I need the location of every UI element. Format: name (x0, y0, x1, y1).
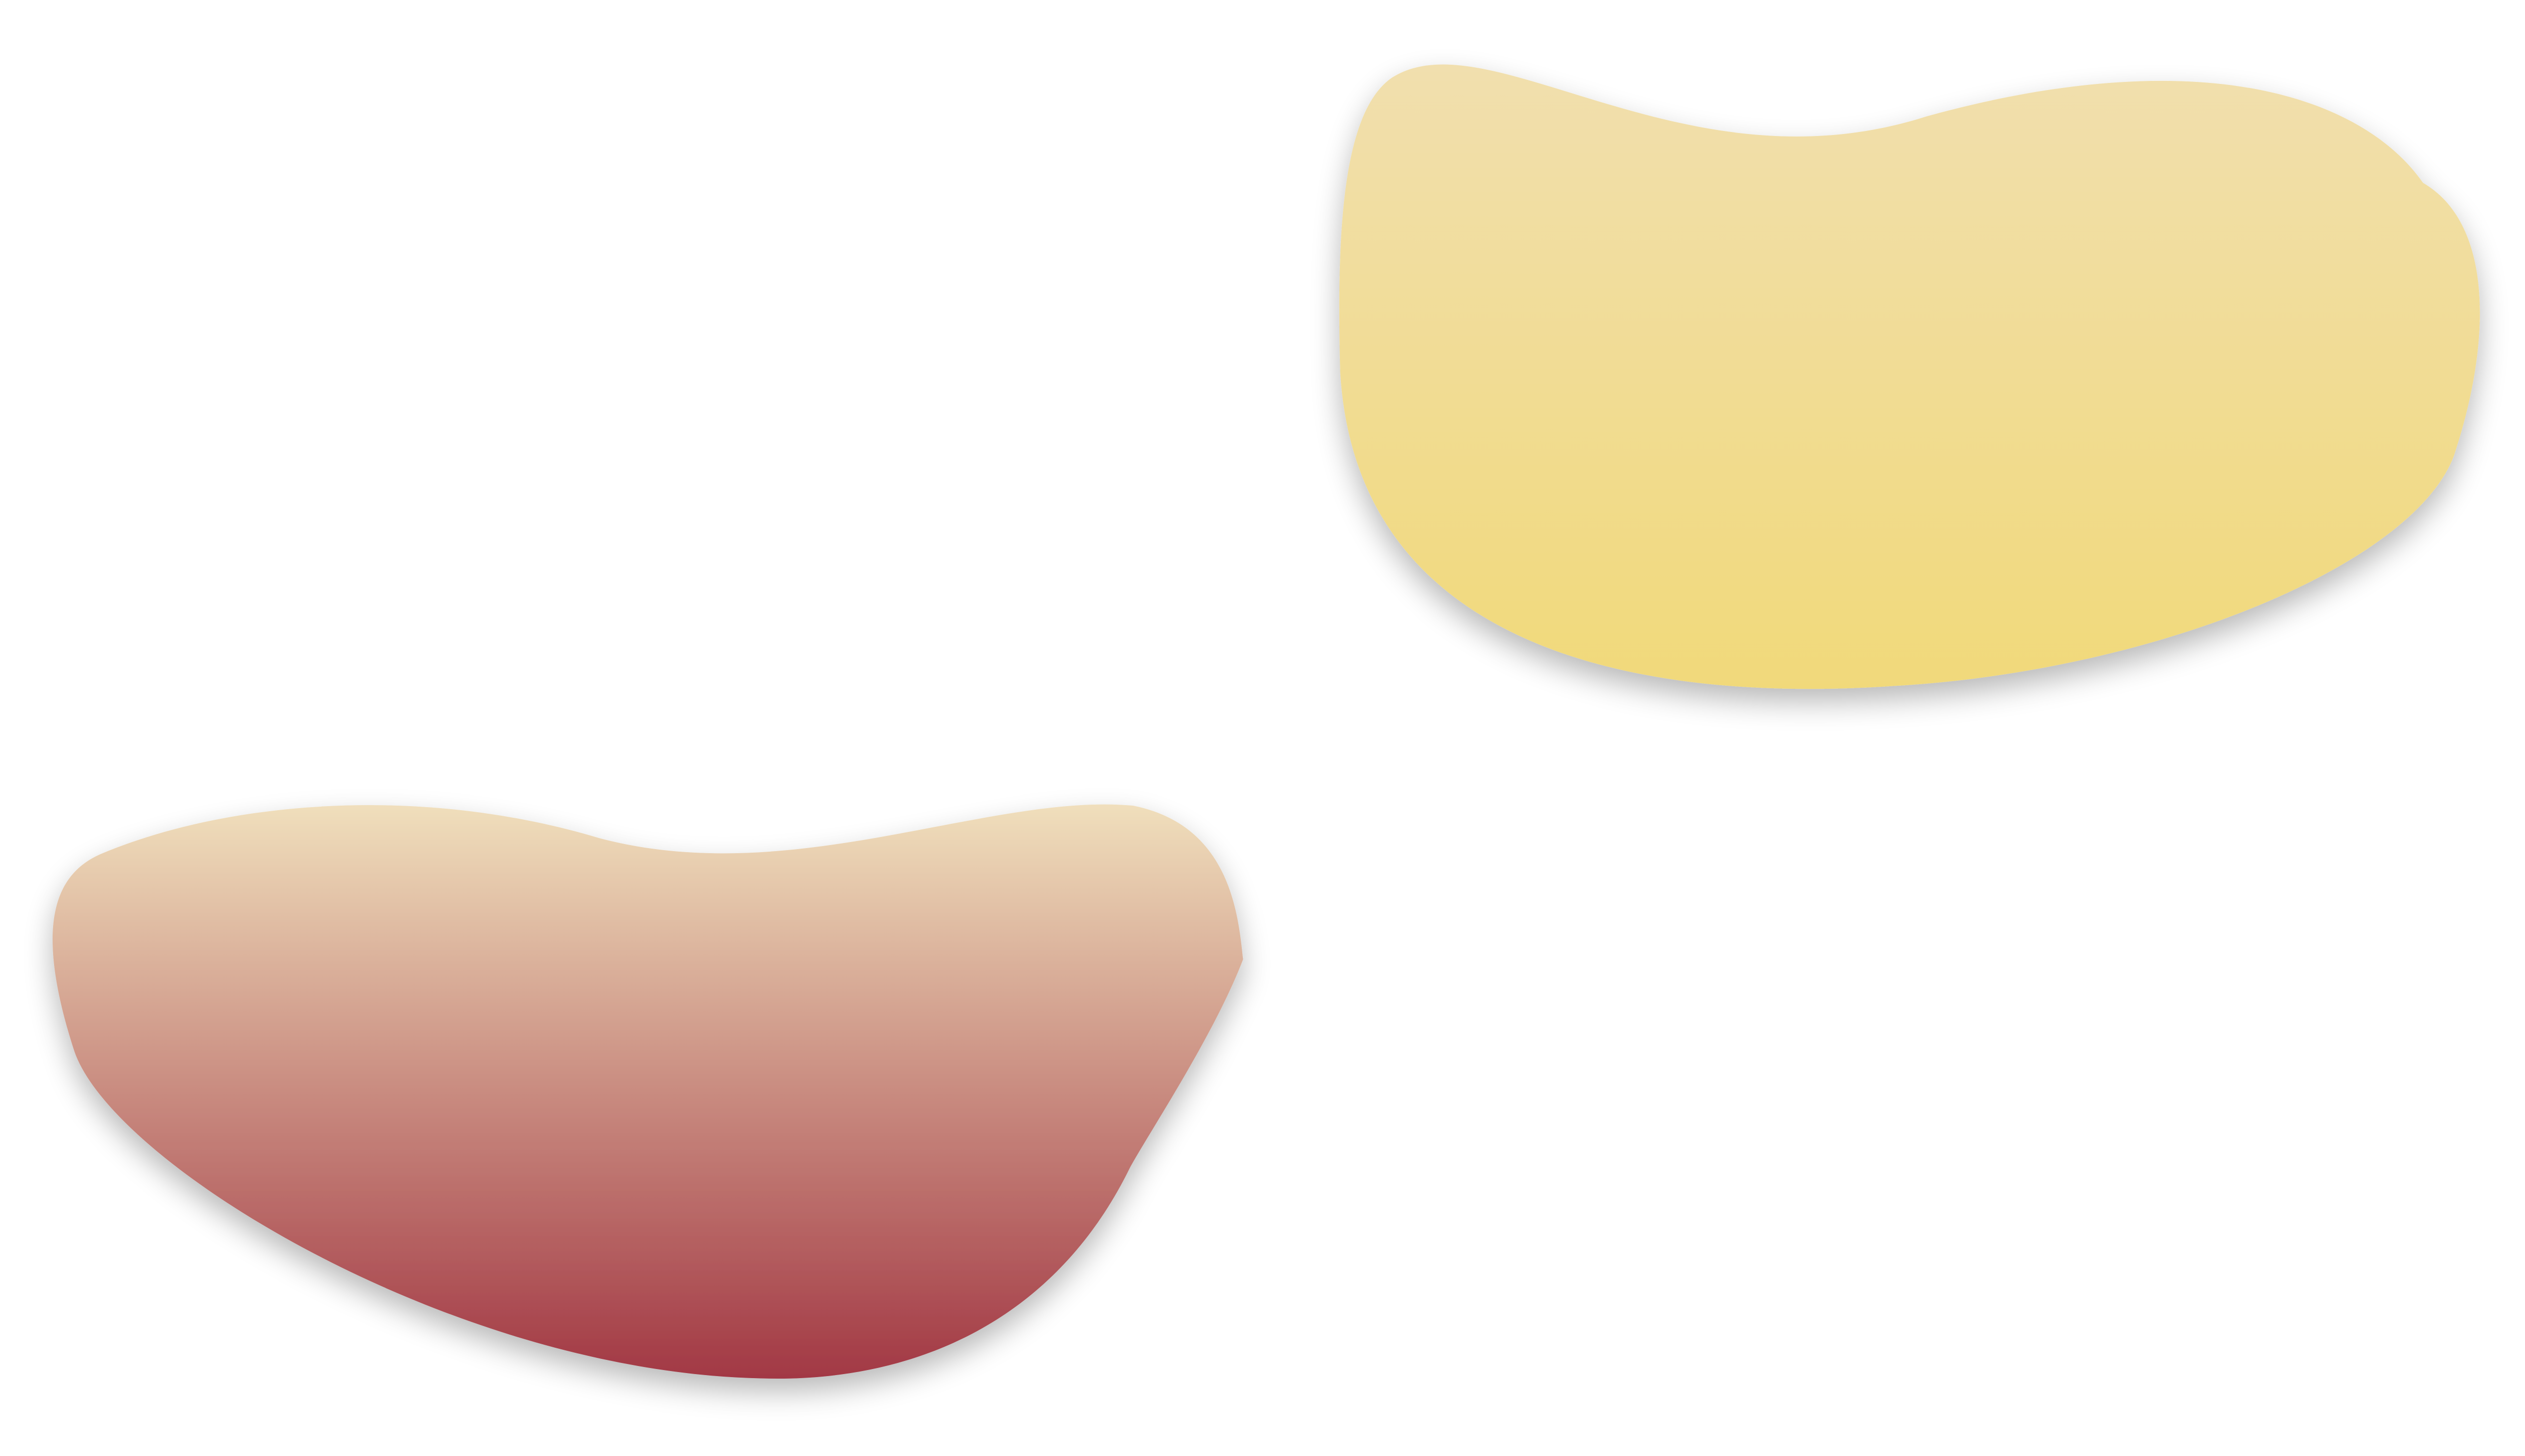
yellow-blob-shape (1339, 64, 2480, 689)
red-blob-shape (53, 804, 1243, 1379)
